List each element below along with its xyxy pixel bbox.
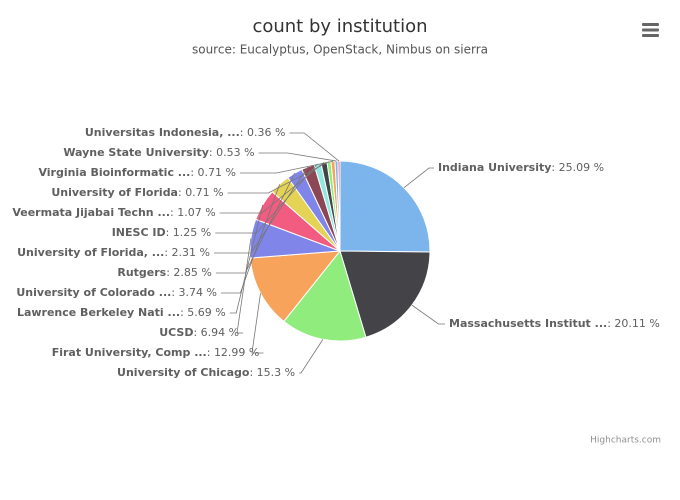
label-name: Lawrence Berkeley Nati ... xyxy=(17,306,180,319)
label-separator: : xyxy=(607,317,614,330)
label-name: Rutgers xyxy=(117,266,166,279)
label-name: Veermata Jijabai Techn ... xyxy=(12,206,170,219)
label-name: University of Colorado ... xyxy=(16,286,171,299)
label-value: 3.74 % xyxy=(179,286,217,299)
data-label: Wayne State University: 0.53 % xyxy=(63,146,254,159)
label-value: 5.69 % xyxy=(187,306,225,319)
label-value: 0.36 % xyxy=(247,126,285,139)
connector xyxy=(299,339,324,374)
label-value: 12.99 % xyxy=(214,346,259,359)
label-separator: : xyxy=(171,286,178,299)
data-label: University of Florida, ...: 2.31 % xyxy=(17,246,210,259)
label-name: UCSD xyxy=(159,326,193,339)
connector xyxy=(411,304,445,325)
data-label: University of Florida: 0.71 % xyxy=(51,186,223,199)
label-value: 6.94 % xyxy=(201,326,239,339)
label-separator: : xyxy=(207,346,214,359)
connector xyxy=(258,152,337,162)
label-separator: : xyxy=(249,366,256,379)
label-separator: : xyxy=(209,146,216,159)
pie-slice xyxy=(283,249,367,342)
data-label: Rutgers: 2.85 % xyxy=(117,266,212,279)
menu-bar xyxy=(642,23,659,26)
label-name: Universitas Indonesia, ... xyxy=(85,126,240,139)
connector xyxy=(220,184,281,294)
label-name: Massachusetts Institut ... xyxy=(449,317,607,330)
data-label: Universitas Indonesia, ...: 0.36 % xyxy=(85,126,286,139)
menu-button[interactable] xyxy=(642,23,659,37)
data-label: Virginia Bioinformatic ...: 0.71 % xyxy=(38,166,236,179)
data-label: Massachusetts Institut ...: 20.11 % xyxy=(449,317,660,330)
connector xyxy=(219,162,325,214)
data-label: Lawrence Berkeley Nati ...: 5.69 % xyxy=(17,306,226,319)
label-separator: : xyxy=(166,266,173,279)
label-value: 2.85 % xyxy=(173,266,211,279)
label-value: 1.25 % xyxy=(173,226,211,239)
chart-subtitle: source: Eucalyptus, OpenStack, Nimbus on… xyxy=(192,43,488,57)
label-name: University of Chicago xyxy=(117,366,250,379)
label-separator: : xyxy=(180,306,187,319)
label-separator: : xyxy=(551,161,558,174)
data-label: University of Colorado ...: 3.74 % xyxy=(16,286,217,299)
connector xyxy=(215,163,318,234)
label-name: University of Florida xyxy=(51,186,178,199)
label-value: 1.07 % xyxy=(177,206,215,219)
label-value: 0.71 % xyxy=(198,166,236,179)
label-value: 0.71 % xyxy=(185,186,223,199)
data-label: Firat University, Comp ...: 12.99 % xyxy=(52,346,260,359)
connector xyxy=(403,167,434,189)
chart-title: count by institution xyxy=(252,16,427,37)
label-name: Wayne State University xyxy=(63,146,209,159)
connector xyxy=(236,238,252,334)
label-separator: : xyxy=(193,326,200,339)
label-separator: : xyxy=(190,166,197,179)
label-separator: : xyxy=(166,226,173,239)
label-separator: : xyxy=(178,186,185,199)
label-value: 25.09 % xyxy=(559,161,604,174)
label-name: Virginia Bioinformatic ... xyxy=(38,166,190,179)
connector xyxy=(227,161,330,194)
label-name: INESC ID xyxy=(112,226,166,239)
connector xyxy=(229,204,264,314)
data-label: Veermata Jijabai Techn ...: 1.07 % xyxy=(12,206,215,219)
connector xyxy=(240,160,334,174)
data-label: University of Chicago: 15.3 % xyxy=(117,366,295,379)
label-value: 0.53 % xyxy=(216,146,254,159)
credits[interactable]: Highcharts.com xyxy=(590,436,661,446)
menu-bar xyxy=(642,34,659,37)
label-separator: : xyxy=(164,246,171,259)
label-value: 15.3 % xyxy=(257,366,295,379)
label-name: Indiana University xyxy=(438,161,551,174)
menu-bar xyxy=(642,28,659,32)
data-label: INESC ID: 1.25 % xyxy=(112,226,212,239)
label-separator: : xyxy=(240,126,247,139)
label-name: Firat University, Comp ... xyxy=(52,346,207,359)
data-label: Indiana University: 25.09 % xyxy=(438,161,604,174)
pie-slice xyxy=(339,160,431,253)
label-value: 20.11 % xyxy=(614,317,659,330)
pie-slice xyxy=(339,250,431,338)
label-name: University of Florida, ... xyxy=(17,246,164,259)
label-value: 2.31 % xyxy=(172,246,210,259)
label-separator: : xyxy=(170,206,177,219)
connector xyxy=(215,173,296,274)
data-label: UCSD: 6.94 % xyxy=(159,326,239,339)
connector xyxy=(251,293,264,354)
connector xyxy=(289,132,340,162)
